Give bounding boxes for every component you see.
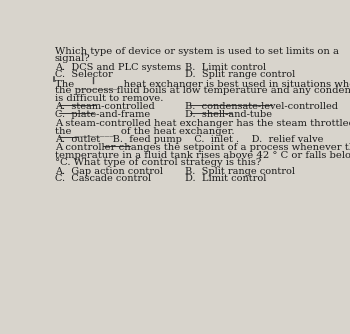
Text: C.  Cascade control: C. Cascade control [55, 174, 151, 183]
Text: °C. What type of control strategy is this?: °C. What type of control strategy is thi… [55, 158, 261, 167]
Text: D.  Limit control: D. Limit control [185, 174, 266, 183]
Text: A controller changes the setpoint of a process whenever the: A controller changes the setpoint of a p… [55, 144, 350, 152]
Text: D.  shell-and-tube: D. shell-and-tube [185, 110, 272, 119]
Text: the ________  of the heat exchanger.: the ________ of the heat exchanger. [55, 126, 234, 136]
Text: A.  outlet    B.  feed pump    C.  inlet .    D.  relief valve: A. outlet B. feed pump C. inlet . D. rel… [55, 135, 323, 144]
Text: B.  Split range control: B. Split range control [185, 167, 295, 176]
Text: The ________  heat exchanger is best used in situations where: The ________ heat exchanger is best used… [55, 79, 350, 89]
Text: A steam-controlled heat exchanger has the steam throttled on: A steam-controlled heat exchanger has th… [55, 119, 350, 128]
Text: is difficult to remove.: is difficult to remove. [55, 94, 163, 103]
Text: A.  DCS and PLC systems: A. DCS and PLC systems [55, 63, 181, 72]
Text: signal?: signal? [55, 54, 90, 63]
Text: D.  Split range control: D. Split range control [185, 70, 295, 79]
Text: temperature in a fluid tank rises above 42 ° C or falls below 35: temperature in a fluid tank rises above … [55, 151, 350, 160]
Text: C.  plate-and-frame: C. plate-and-frame [55, 110, 150, 119]
Text: Which type of device or system is used to set limits on a: Which type of device or system is used t… [55, 47, 338, 56]
Text: B.  condensate-level-controlled: B. condensate-level-controlled [185, 102, 338, 111]
Text: A.  Gap action control: A. Gap action control [55, 167, 163, 176]
Text: the process fluid boils at low temperature and any condensate: the process fluid boils at low temperatu… [55, 87, 350, 96]
Text: A.  steam-controlled: A. steam-controlled [55, 102, 154, 111]
Text: B.  Limit control: B. Limit control [185, 63, 266, 72]
Text: C.  Selector: C. Selector [55, 70, 112, 79]
